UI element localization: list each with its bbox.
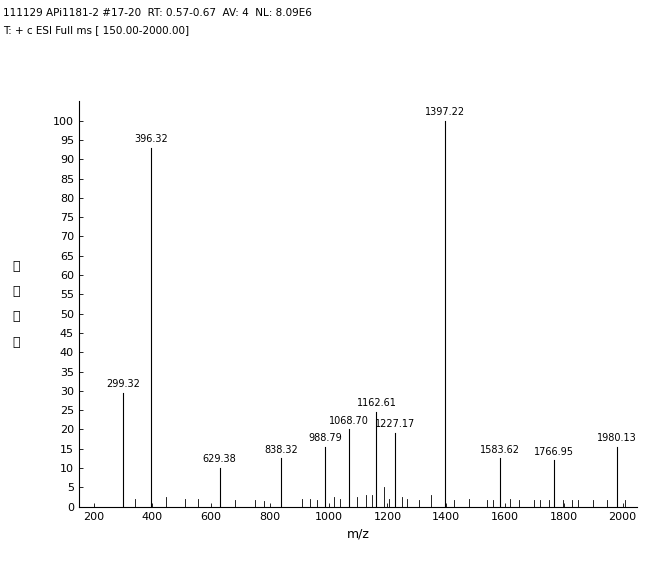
- Text: 111129 APi1181-2 #17-20  RT: 0.57-0.67  AV: 4  NL: 8.09E6: 111129 APi1181-2 #17-20 RT: 0.57-0.67 AV…: [3, 8, 312, 19]
- Text: 1162.61: 1162.61: [357, 398, 396, 408]
- Text: 1397.22: 1397.22: [425, 107, 466, 117]
- Text: 838.32: 838.32: [264, 445, 298, 454]
- Text: 1766.95: 1766.95: [534, 446, 574, 457]
- Text: 1068.70: 1068.70: [329, 415, 369, 426]
- Text: 1583.62: 1583.62: [480, 445, 520, 454]
- Text: 299.32: 299.32: [106, 379, 140, 389]
- Text: 988.79: 988.79: [309, 433, 342, 443]
- Text: 396.32: 396.32: [135, 134, 168, 144]
- Text: 对: 对: [12, 285, 20, 298]
- Text: 度: 度: [12, 336, 20, 348]
- Text: 丰: 丰: [12, 310, 20, 323]
- Text: 1980.13: 1980.13: [597, 433, 637, 443]
- Text: 相: 相: [12, 260, 20, 272]
- Text: T: + c ESI Full ms [ 150.00-2000.00]: T: + c ESI Full ms [ 150.00-2000.00]: [3, 25, 189, 35]
- Text: 629.38: 629.38: [203, 454, 237, 464]
- Text: 1227.17: 1227.17: [375, 419, 416, 430]
- X-axis label: m/z: m/z: [347, 527, 369, 540]
